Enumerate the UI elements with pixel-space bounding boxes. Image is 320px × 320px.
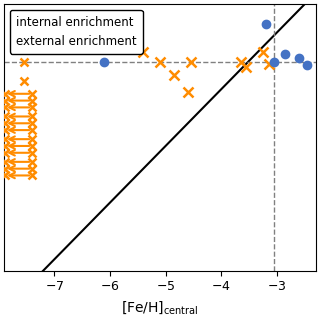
X-axis label: [Fe/H]$_{\mathrm{central}}$: [Fe/H]$_{\mathrm{central}}$: [122, 299, 198, 316]
Legend: internal enrichment, external enrichment: internal enrichment, external enrichment: [10, 10, 142, 54]
